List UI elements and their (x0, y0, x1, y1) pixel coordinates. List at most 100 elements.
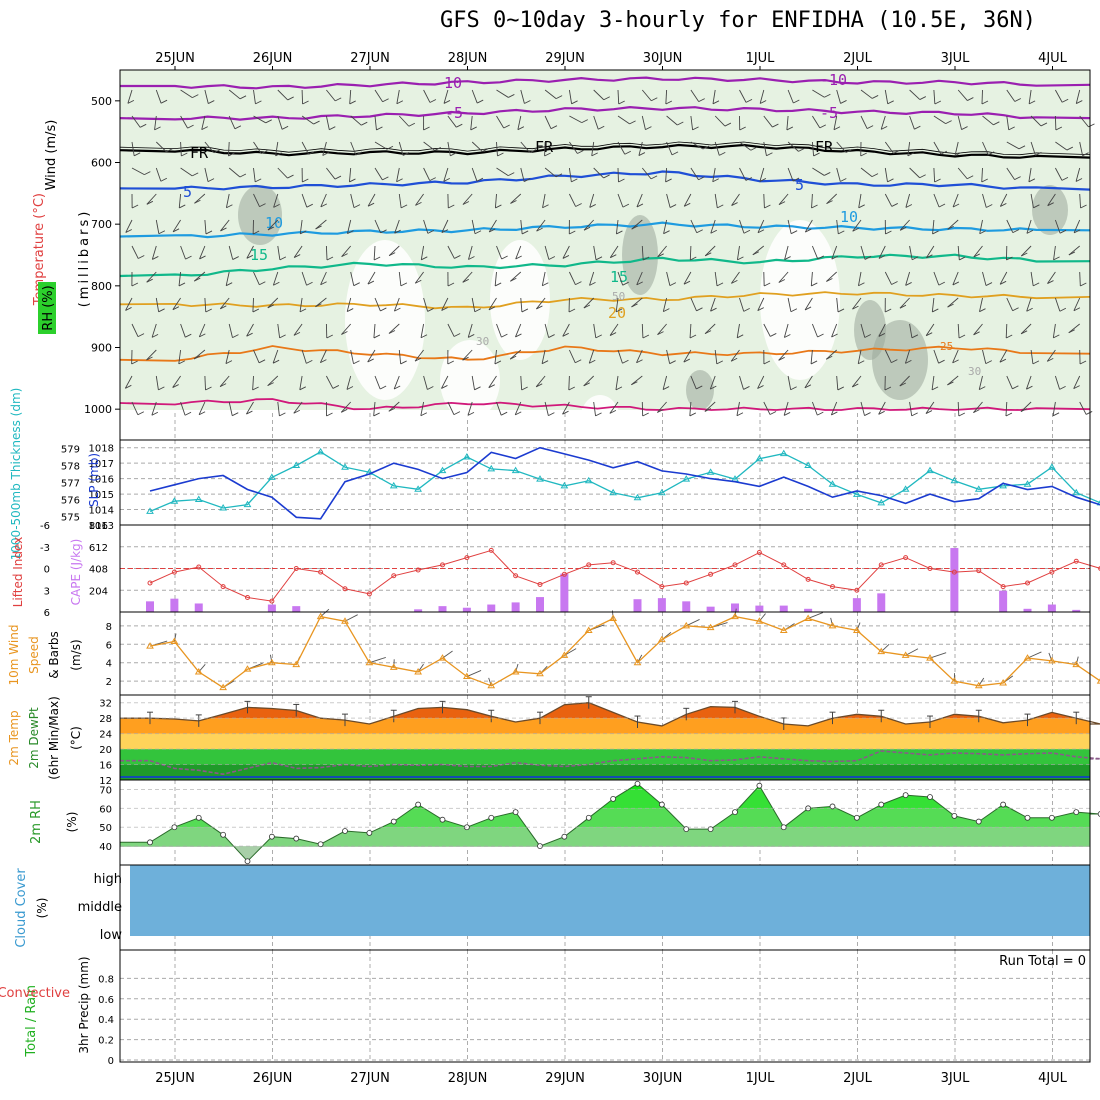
upper-wind-barb-flag (993, 121, 1000, 126)
upper-wind-barb-flag (138, 255, 145, 259)
thickness-marker (999, 481, 1008, 489)
upper-wind-barb (514, 401, 522, 416)
date-label-top: 1JUL (746, 51, 776, 66)
upper-wind-barb (884, 349, 892, 363)
thickness-marker (487, 464, 496, 472)
upper-wind-barb (981, 167, 983, 183)
thickness-marker (852, 490, 861, 497)
upper-wind-barb-flag (400, 360, 407, 365)
upper-wind-barb (180, 115, 188, 129)
upper-wind-barb-flag (193, 355, 201, 360)
upper-wind-barb-flag (743, 229, 751, 234)
upper-wind-barb (810, 271, 813, 286)
upper-wind-barb (414, 271, 424, 284)
wind-speed-marker (536, 669, 544, 677)
upper-wind-barb-flag (811, 204, 818, 209)
upper-wind-barb (414, 349, 424, 362)
upper-wind-barb (1005, 401, 1008, 417)
upper-wind-barb (374, 167, 383, 181)
upper-wind-barb-flag (1073, 229, 1081, 234)
upper-wind-barb (253, 141, 262, 154)
thickness-marker (389, 481, 398, 489)
upper-wind-barb-flag (645, 126, 652, 131)
wind-speed-marker (804, 614, 813, 621)
upper-wind-barb-flag (427, 308, 434, 312)
upper-wind-barb-flag (636, 281, 643, 286)
upper-wind-barb-flag (423, 126, 430, 131)
cape-label: CAPE (J/kg) (69, 539, 83, 606)
upper-wind-barb (346, 375, 352, 390)
cape-tick-label: 612 (89, 543, 108, 554)
upper-wind-barb-flag (887, 178, 894, 183)
upper-wind-barb (662, 375, 668, 390)
upper-wind-barb-flag (911, 256, 919, 261)
upper-wind-barb-flag (388, 330, 396, 334)
upper-wind-barb (349, 167, 352, 182)
upper-wind-barb (293, 401, 303, 414)
upper-wind-barb-flag (819, 124, 827, 129)
upper-wind-barb (520, 375, 523, 391)
upper-wind-barb (878, 401, 886, 415)
upper-wind-barb-flag (373, 256, 381, 261)
upper-wind-barb (562, 245, 570, 259)
upper-wind-barb (568, 375, 570, 391)
upper-wind-barb-flag (394, 229, 401, 234)
upper-wind-barb-flag (198, 411, 206, 416)
upper-wind-barb (367, 349, 376, 363)
upper-wind-barb-flag (488, 384, 495, 389)
upper-wind-barb-flag (805, 228, 812, 233)
upper-wind-barb-flag (618, 100, 625, 105)
upper-wind-barb (1055, 167, 1063, 181)
upper-wind-barb-flag (1008, 126, 1015, 131)
upper-wind-barb-flag (845, 149, 853, 153)
upper-wind-barb (811, 323, 818, 338)
upper-wind-barb-flag (622, 281, 629, 286)
upper-wind-barb (852, 219, 862, 232)
upper-wind-barb-flag (689, 334, 697, 339)
upper-wind-barb (933, 141, 942, 155)
upper-wind-barb-flag (940, 150, 948, 155)
upper-wind-barb (227, 141, 230, 157)
wind10-label-c: & Barbs (47, 631, 61, 679)
lifted-index-marker (561, 571, 567, 577)
upper-wind-barb-flag (521, 386, 528, 391)
upper-wind-barb-flag (947, 381, 954, 386)
wind-speed-marker (926, 654, 934, 661)
upper-wind-barb (714, 115, 726, 127)
upper-wind-barb (666, 115, 678, 126)
upper-wind-barb (541, 349, 546, 364)
cape-bar (194, 603, 203, 612)
temp-fill-band (120, 718, 1090, 734)
upper-wind-barb (146, 349, 157, 361)
upper-wind-barb (204, 89, 209, 104)
upper-wind-barb-flag (279, 334, 286, 339)
upper-wind-barb (730, 349, 740, 362)
rh-dark-patch (1032, 185, 1068, 235)
dewpoint-line (120, 750, 1100, 776)
upper-wind-barb (124, 375, 133, 389)
upper-wind-barb-flag (434, 147, 441, 151)
rh-line (120, 783, 1100, 862)
lifted-index-marker (1098, 566, 1100, 571)
upper-wind-barb (441, 375, 449, 389)
upper-wind-barb (615, 375, 619, 390)
upper-wind-barb (367, 193, 376, 207)
upper-wind-barb-flag (427, 386, 434, 390)
lifted-index-marker (708, 571, 714, 577)
upper-wind-barb (293, 245, 303, 258)
rh-marker (683, 826, 690, 833)
upper-wind-barb (836, 297, 839, 312)
wind-speed-marker (438, 654, 447, 661)
upper-wind-barb-flag (441, 307, 448, 311)
upper-wind-barb-flag (1020, 330, 1028, 335)
isotherm-line (119, 398, 1091, 411)
upper-wind-barb (778, 193, 789, 205)
upper-wind-barb (593, 401, 596, 416)
upper-wind-barb (322, 141, 327, 156)
upper-wind-barb (1006, 141, 1020, 150)
date-label-top: 26JUN (253, 51, 293, 66)
upper-wind-barb-flag (689, 412, 697, 417)
upper-wind-barb (731, 271, 740, 284)
upper-wind-barb (496, 89, 509, 98)
upper-wind-barb-flag (355, 151, 363, 156)
